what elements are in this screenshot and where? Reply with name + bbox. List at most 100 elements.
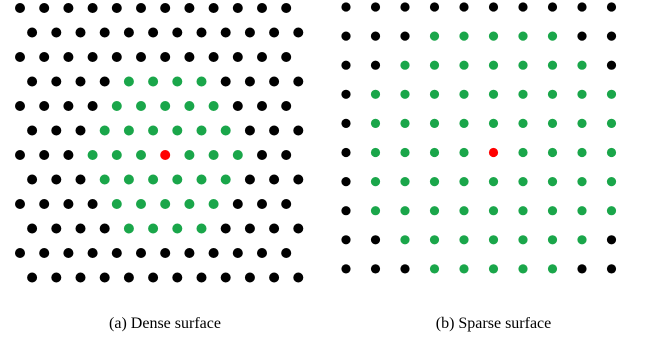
neighbor-point bbox=[459, 177, 469, 187]
surface-point bbox=[293, 76, 304, 87]
surface-point bbox=[281, 199, 292, 209]
surface-point bbox=[148, 272, 159, 283]
neighbor-point bbox=[208, 199, 219, 209]
surface-point bbox=[400, 264, 410, 274]
neighbor-point bbox=[518, 206, 528, 216]
surface-point bbox=[123, 27, 134, 38]
surface-point bbox=[208, 52, 219, 62]
neighbor-point bbox=[172, 223, 183, 234]
surface-point bbox=[281, 52, 292, 62]
neighbor-point bbox=[370, 206, 381, 216]
neighbor-point bbox=[488, 60, 499, 70]
neighbor-point bbox=[488, 235, 499, 245]
surface-point bbox=[15, 150, 25, 160]
surface-point bbox=[75, 125, 86, 136]
neighbor-point bbox=[547, 89, 558, 99]
neighbor-point bbox=[606, 89, 617, 99]
surface-point bbox=[232, 52, 243, 62]
neighbor-point bbox=[547, 177, 558, 187]
surface-point bbox=[244, 174, 255, 185]
surface-point bbox=[341, 206, 351, 216]
neighbor-point bbox=[400, 235, 410, 245]
surface-point bbox=[75, 174, 86, 185]
surface-point bbox=[75, 27, 86, 38]
surface-point bbox=[577, 31, 587, 41]
neighbor-point bbox=[184, 101, 195, 111]
surface-point bbox=[269, 223, 280, 234]
surface-point bbox=[75, 223, 86, 234]
surface-point bbox=[370, 60, 381, 70]
neighbor-point bbox=[459, 147, 469, 158]
surface-point bbox=[172, 272, 183, 283]
neighbor-point bbox=[148, 223, 159, 234]
neighbor-point bbox=[208, 150, 219, 160]
surface-point bbox=[75, 272, 86, 283]
surface-point bbox=[269, 174, 280, 185]
surface-point bbox=[220, 223, 231, 234]
neighbor-point bbox=[172, 174, 183, 185]
surface-point bbox=[39, 52, 50, 62]
surface-point bbox=[244, 76, 255, 87]
surface-point bbox=[232, 3, 243, 13]
surface-point bbox=[370, 31, 381, 41]
neighbor-point bbox=[459, 31, 469, 41]
neighbor-point bbox=[400, 147, 410, 158]
neighbor-point bbox=[184, 199, 195, 209]
surface-point bbox=[220, 27, 231, 38]
neighbor-point bbox=[123, 223, 134, 234]
surface-point bbox=[341, 60, 351, 70]
surface-point bbox=[577, 264, 587, 274]
neighbor-point bbox=[208, 101, 219, 111]
neighbor-point bbox=[459, 235, 469, 245]
surface-point bbox=[606, 264, 617, 274]
surface-point bbox=[39, 199, 50, 209]
surface-point bbox=[293, 174, 304, 185]
surface-point bbox=[27, 27, 38, 38]
neighbor-point bbox=[488, 264, 499, 274]
neighbor-point bbox=[172, 76, 183, 87]
surface-point bbox=[281, 248, 292, 258]
neighbor-point bbox=[459, 264, 469, 274]
neighbor-point bbox=[196, 174, 207, 185]
neighbor-point bbox=[429, 118, 440, 128]
neighbor-point bbox=[400, 89, 410, 99]
neighbor-point bbox=[429, 177, 440, 187]
surface-point bbox=[15, 199, 25, 209]
neighbor-point bbox=[429, 147, 440, 158]
surface-point bbox=[341, 264, 351, 274]
neighbor-point bbox=[148, 125, 159, 136]
surface-point bbox=[63, 52, 74, 62]
neighbor-point bbox=[184, 150, 195, 160]
neighbor-point bbox=[136, 101, 146, 111]
surface-point bbox=[400, 31, 410, 41]
surface-point bbox=[341, 147, 351, 158]
surface-point bbox=[15, 3, 25, 13]
neighbor-point bbox=[111, 199, 122, 209]
neighbor-point bbox=[111, 101, 122, 111]
surface-point bbox=[220, 272, 231, 283]
surface-point bbox=[63, 150, 74, 160]
surface-point bbox=[63, 248, 74, 258]
surface-point bbox=[87, 248, 98, 258]
neighbor-point bbox=[429, 206, 440, 216]
neighbor-point bbox=[99, 174, 110, 185]
surface-point bbox=[429, 2, 440, 12]
surface-point bbox=[111, 248, 122, 258]
surface-point bbox=[281, 150, 292, 160]
surface-point bbox=[293, 27, 304, 38]
surface-point bbox=[269, 272, 280, 283]
surface-point bbox=[244, 223, 255, 234]
surface-point bbox=[87, 3, 98, 13]
surface-point bbox=[160, 248, 171, 258]
dense-surface-panel bbox=[0, 0, 330, 300]
surface-point bbox=[293, 272, 304, 283]
surface-point bbox=[51, 174, 62, 185]
surface-point bbox=[257, 101, 267, 111]
surface-point bbox=[232, 248, 243, 258]
surface-point bbox=[208, 3, 219, 13]
surface-point bbox=[341, 2, 351, 12]
surface-point bbox=[111, 52, 122, 62]
surface-point bbox=[39, 101, 50, 111]
neighbor-point bbox=[99, 125, 110, 136]
surface-point bbox=[518, 2, 528, 12]
